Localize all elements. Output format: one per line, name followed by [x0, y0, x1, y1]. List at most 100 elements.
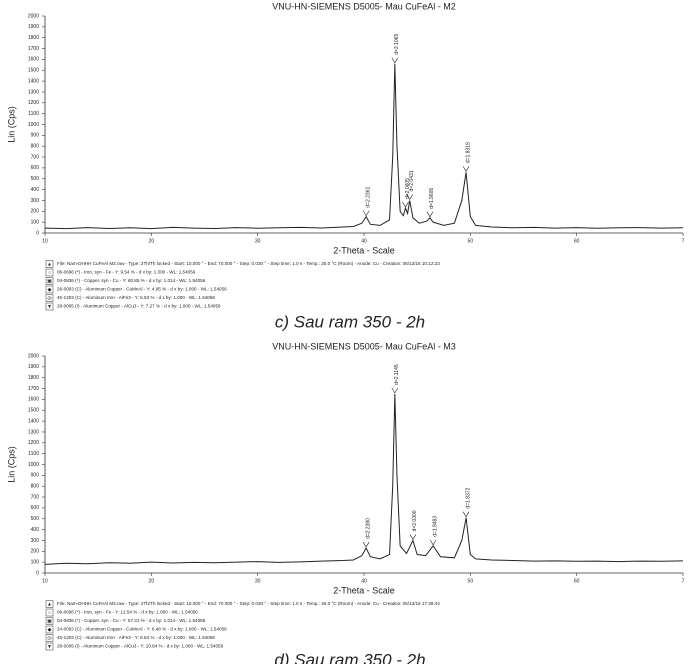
- legend-symbol: ○: [48, 610, 51, 616]
- y-tick-label: 1100: [28, 451, 39, 457]
- legend-box: [45, 617, 54, 625]
- x-axis-label: 2-Theta - Scale: [333, 585, 395, 595]
- legend-line: 45-1203 (C) - Aluminum Iron - AlFe3 - Y:…: [57, 635, 215, 640]
- y-tick-label: 1600: [28, 57, 39, 63]
- y-tick-label: 500: [31, 516, 40, 522]
- legend-line: File: Nam-DHHH CuFeAl M3.raw - Type: 2Th…: [57, 601, 440, 606]
- legend-box: [45, 625, 54, 634]
- y-tick-label: 800: [31, 144, 40, 150]
- y-tick-label: 1700: [28, 46, 39, 52]
- legend-box: [45, 260, 54, 268]
- peak-label: d=1.9483: [432, 516, 438, 537]
- x-tick-label: 40: [361, 238, 367, 244]
- y-tick-label: 200: [31, 549, 40, 555]
- peak-label: d=2.1065: [394, 34, 400, 55]
- figure-caption: d) Sau ram 350 - 2h: [274, 650, 425, 664]
- x-tick-label: 20: [149, 578, 155, 584]
- peak-label: d=1.9605: [429, 188, 435, 209]
- peak-marker: [426, 211, 434, 218]
- y-tick-label: 1500: [28, 408, 39, 414]
- x-tick-label: 30: [255, 238, 261, 244]
- y-tick-label: 100: [31, 559, 40, 565]
- peak-label: d=2.0605: [405, 178, 411, 199]
- y-tick-label: 300: [31, 538, 40, 544]
- chart-title: VNU-HN-SIEMENS D5005- Mau CuFeAl - M2: [272, 1, 456, 11]
- legend-symbol: ◆: [48, 287, 52, 293]
- legend-line: 45-1203 (C) - Aluminum Iron - AlFe3 - Y:…: [57, 295, 215, 300]
- legend-symbol: ▼: [47, 644, 52, 650]
- legend-symbol: ◎: [47, 636, 52, 642]
- legend-line: 06-0696 (*) - Iron, syn - Fe - Y: 12.54 …: [57, 610, 198, 615]
- y-tick-label: 1200: [28, 100, 39, 106]
- legend-line: 28-0005 (I) - Aluminum Copper - AlCu3 - …: [57, 304, 221, 309]
- y-tick-label: 1400: [28, 78, 39, 84]
- legend-symbol: ◎: [47, 296, 52, 302]
- legend-line: 28-0005 (I) - Aluminum Copper - AlCu3 - …: [57, 644, 224, 649]
- x-tick-label: 50: [468, 578, 474, 584]
- y-tick-label: 400: [31, 187, 40, 193]
- x-tick-label: 60: [574, 578, 580, 584]
- legend-symbol: ▼: [47, 304, 52, 310]
- y-tick-label: 800: [31, 484, 40, 490]
- y-axis-label: Lin (Cps): [6, 446, 16, 483]
- y-tick-label: 700: [31, 494, 40, 500]
- peak-label: d=2.1145: [394, 364, 400, 385]
- legend-symbol: ▣: [47, 619, 52, 625]
- peak-marker: [362, 541, 370, 548]
- legend-line: 28-0003 (C) - Aluminum Copper - CuMnAl -…: [57, 287, 227, 292]
- peak-label: d=2.2380: [365, 518, 371, 539]
- y-tick-label: 0: [36, 570, 39, 576]
- legend-symbol: ○: [48, 270, 51, 276]
- legend-box: [45, 268, 54, 277]
- x-tick-label: 40: [361, 578, 367, 584]
- legend-box: [45, 294, 54, 302]
- y-tick-label: 2000: [28, 353, 39, 359]
- y-tick-label: 200: [31, 209, 40, 215]
- x-axis-label: 2-Theta - Scale: [333, 245, 395, 255]
- x-tick-label: 10: [42, 578, 48, 584]
- y-tick-label: 1300: [28, 89, 39, 95]
- peak-marker: [429, 539, 437, 546]
- legend-box: [45, 302, 54, 311]
- peak-marker: [409, 534, 417, 541]
- y-tick-label: 600: [31, 165, 40, 171]
- x-tick-label: 30: [255, 578, 261, 584]
- y-tick-label: 1700: [28, 386, 39, 392]
- legend-line: 06-0696 (*) - Iron, syn - Fe - Y: 9.54 %…: [57, 270, 196, 275]
- x-tick-label: 7: [682, 578, 685, 584]
- y-tick-label: 1500: [28, 68, 39, 74]
- legend-symbol: ▲: [47, 262, 52, 268]
- y-tick-label: 900: [31, 473, 40, 479]
- y-tick-label: 1800: [28, 35, 39, 41]
- peak-label: d=2.0431: [409, 170, 415, 191]
- y-tick-label: 100: [31, 219, 40, 225]
- y-tick-label: 0: [36, 230, 39, 236]
- peak-marker: [362, 210, 370, 217]
- xrd-line: [44, 393, 684, 565]
- legend-symbol: ▲: [47, 602, 52, 608]
- y-tick-label: 1000: [28, 122, 39, 128]
- x-tick-label: 20: [149, 238, 155, 244]
- legend-box: [45, 608, 54, 617]
- legend-symbol: ◆: [48, 627, 52, 633]
- y-tick-label: 1300: [28, 429, 39, 435]
- y-tick-label: 400: [31, 527, 40, 533]
- x-tick-label: 50: [468, 238, 474, 244]
- y-tick-label: 1600: [28, 397, 39, 403]
- y-tick-label: 300: [31, 198, 40, 204]
- xrd-line: [44, 63, 684, 230]
- figure-caption: c) Sau ram 350 - 2h: [275, 312, 425, 331]
- y-tick-label: 1900: [28, 364, 39, 370]
- x-tick-label: 10: [42, 238, 48, 244]
- legend-box: [45, 277, 54, 285]
- peak-marker: [462, 511, 470, 518]
- legend-box: [45, 600, 54, 608]
- chart-title: VNU-HN-SIEMENS D5005- Mau CuFeAl - M3: [272, 341, 456, 351]
- y-tick-label: 600: [31, 505, 40, 511]
- legend-line: 24-0003 (C) - Aluminum Copper - CuMnAl -…: [57, 627, 227, 632]
- legend-box: [45, 634, 54, 642]
- x-tick-label: 7: [682, 238, 685, 244]
- y-tick-label: 1200: [28, 440, 39, 446]
- y-tick-label: 1100: [28, 111, 39, 117]
